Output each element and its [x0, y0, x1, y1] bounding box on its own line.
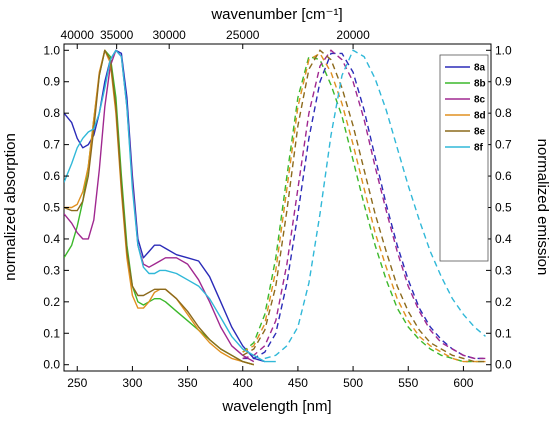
- legend-label-8a: 8a: [474, 63, 486, 74]
- y-tick-label: 0.1: [43, 326, 60, 340]
- legend-box: [439, 54, 489, 262]
- emission-line-8d: [242, 52, 486, 363]
- x-tick-label: 300: [122, 376, 142, 390]
- x-tick-label: 600: [453, 376, 473, 390]
- y-tick-label: 0.2: [43, 295, 60, 309]
- x-tick-label: 500: [343, 376, 363, 390]
- absorption-line-8d: [64, 49, 254, 366]
- y-tick-label: 0.0: [43, 358, 60, 372]
- y-tick-label: 0.9: [43, 75, 60, 89]
- y2-tick-label: 0.3: [495, 263, 512, 277]
- emission-line-8c: [242, 49, 486, 360]
- y2-tick-label: 0.0: [495, 358, 512, 372]
- emission-line-8f: [264, 49, 486, 360]
- y-tick-label: 0.6: [43, 169, 60, 183]
- y2-tick-label: 1.0: [495, 43, 512, 57]
- emission-line-8e: [242, 49, 486, 363]
- y-axis-title: normalized absorption: [2, 133, 19, 281]
- absorption-line-8a: [64, 49, 265, 363]
- x2-tick-label: 40000: [61, 28, 95, 42]
- y-tick-label: 0.3: [43, 263, 60, 277]
- y2-tick-label: 0.1: [495, 326, 512, 340]
- y-tick-label: 0.4: [43, 232, 60, 246]
- y2-tick-label: 0.5: [495, 201, 512, 215]
- x-tick-label: 350: [178, 376, 198, 390]
- y2-tick-label: 0.6: [495, 169, 512, 183]
- x-tick-label: 450: [288, 376, 308, 390]
- emission-line-8a: [242, 52, 486, 360]
- y-tick-label: 1.0: [43, 43, 60, 57]
- absorption-line-8e: [64, 49, 254, 366]
- top-axis-title: wavenumber [cm⁻¹]: [210, 6, 342, 23]
- absorption-line-8c: [64, 49, 255, 363]
- y-tick-label: 0.8: [43, 106, 60, 120]
- y2-tick-label: 0.9: [495, 75, 512, 89]
- absorption-line-8f: [64, 49, 276, 363]
- y2-tick-label: 0.2: [495, 295, 512, 309]
- x-tick-label: 400: [233, 376, 253, 390]
- x-tick-label: 550: [398, 376, 418, 390]
- legend-label-8f: 8f: [474, 143, 484, 154]
- y2-axis-title: normalized emission: [534, 139, 550, 276]
- x2-tick-label: 30000: [152, 28, 186, 42]
- axis-layer: 250 300 350 400 450 500 550 600 40000 35000 30000 2…: [43, 28, 512, 390]
- absorption-line-8b: [64, 49, 254, 366]
- series-layer: [64, 49, 486, 366]
- legend-label-8b: 8b: [474, 79, 486, 90]
- y2-tick-label: 0.4: [495, 232, 512, 246]
- x-tick-label: 250: [67, 376, 87, 390]
- y-tick-label: 0.7: [43, 138, 60, 152]
- legend: 8a 8b 8c 8d 8e 8f: [445, 63, 486, 154]
- y2-tick-label: 0.8: [495, 106, 512, 120]
- y2-tick-label: 0.7: [495, 138, 512, 152]
- x-axis-title: wavelength [nm]: [221, 398, 331, 415]
- x2-tick-label: 20000: [336, 28, 370, 42]
- x2-tick-label: 35000: [100, 28, 134, 42]
- legend-label-8e: 8e: [474, 127, 486, 138]
- y-tick-label: 0.5: [43, 201, 60, 215]
- x2-tick-label: 25000: [226, 28, 260, 42]
- legend-label-8d: 8d: [474, 111, 486, 122]
- legend-label-8c: 8c: [474, 95, 486, 106]
